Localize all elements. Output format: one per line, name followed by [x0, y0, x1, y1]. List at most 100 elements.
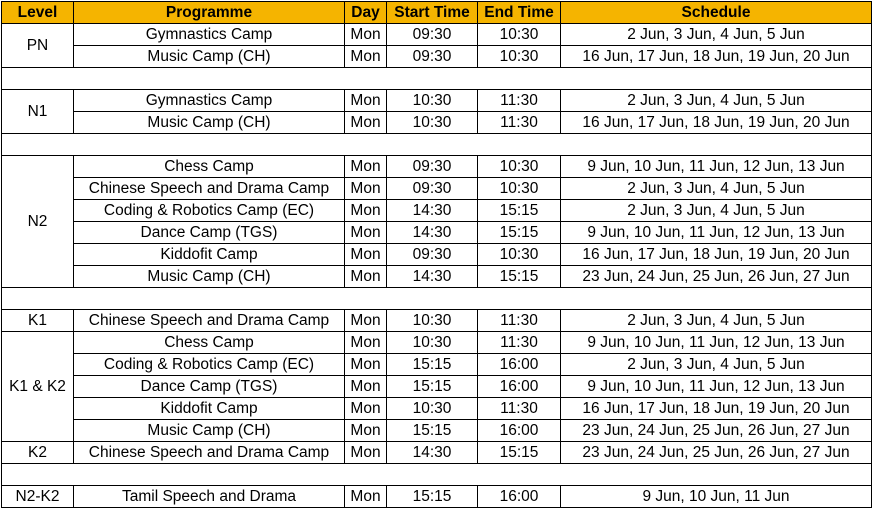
start-time-cell: 14:30: [386, 265, 478, 288]
schedule-cell: 2 Jun, 3 Jun, 4 Jun, 5 Jun: [560, 199, 872, 222]
level-cell: K1 & K2: [1, 331, 74, 442]
schedule-cell: 2 Jun, 3 Jun, 4 Jun, 5 Jun: [560, 309, 872, 332]
table-row: N2 Chess Camp Mon 09:30 10:30 9 Jun, 10 …: [1, 155, 872, 288]
spacer-cell: [1, 287, 872, 310]
day-cell: Mon: [344, 375, 387, 398]
start-time-cell: 09:30: [386, 177, 478, 200]
start-time-cell: 15:15: [386, 485, 478, 508]
end-time-cell: 10:30: [477, 177, 561, 200]
day-cell: Mon: [344, 485, 387, 508]
day-cell: Mon: [344, 309, 387, 332]
start-time-cell: 15:15: [386, 375, 478, 398]
table-row: N2-K2 Tamil Speech and Drama Mon 15:15 1…: [1, 485, 872, 508]
start-time-cell: 10:30: [386, 331, 478, 354]
schedule-cell: 9 Jun, 10 Jun, 11 Jun, 12 Jun, 13 Jun: [560, 221, 872, 244]
schedule-cell: 2 Jun, 3 Jun, 4 Jun, 5 Jun: [560, 23, 872, 46]
table-row: PN Gymnastics Camp Mon 09:30 10:30 2 Jun…: [1, 23, 872, 68]
schedule-cell: 2 Jun, 3 Jun, 4 Jun, 5 Jun: [560, 353, 872, 376]
spacer-row: [1, 463, 872, 486]
table-row: N1 Gymnastics Camp Mon 10:30 11:30 2 Jun…: [1, 89, 872, 134]
start-time-cell: 14:30: [386, 221, 478, 244]
day-cell: Mon: [344, 243, 387, 266]
day-cell: Mon: [344, 397, 387, 420]
level-cell: K2: [1, 441, 74, 464]
programme-cell: Music Camp (CH): [73, 419, 345, 442]
spacer-row: [1, 67, 872, 90]
programme-cell: Coding & Robotics Camp (EC): [73, 199, 345, 222]
end-time-cell: 11:30: [477, 397, 561, 420]
schedule-cell: 9 Jun, 10 Jun, 11 Jun, 12 Jun, 13 Jun: [560, 331, 872, 354]
header-row: Level Programme Day Start Time End Time …: [1, 1, 872, 24]
end-time-cell: 15:15: [477, 199, 561, 222]
header-day: Day: [344, 1, 387, 24]
end-time-cell: 10:30: [477, 23, 561, 46]
programme-cell: Kiddofit Camp: [73, 243, 345, 266]
table-row: Music Camp (CH) Mon 14:30 15:15 23 Jun, …: [2, 265, 872, 288]
level-cell: PN: [1, 23, 74, 68]
start-time-cell: 14:30: [386, 199, 478, 222]
programme-cell: Kiddofit Camp: [73, 397, 345, 420]
day-cell: Mon: [344, 23, 387, 46]
level-cell: N2-K2: [1, 485, 74, 508]
end-time-cell: 11:30: [477, 309, 561, 332]
end-time-cell: 15:15: [477, 221, 561, 244]
day-cell: Mon: [344, 419, 387, 442]
end-time-cell: 16:00: [477, 353, 561, 376]
programme-cell: Music Camp (CH): [73, 45, 345, 68]
programme-cell: Music Camp (CH): [73, 111, 345, 134]
spacer-cell: [1, 133, 872, 156]
programme-cell: Chinese Speech and Drama Camp: [73, 441, 345, 464]
level-cell: K1: [1, 309, 74, 332]
programme-cell: Chess Camp: [73, 155, 345, 178]
end-time-cell: 10:30: [477, 45, 561, 68]
schedule-cell: 9 Jun, 10 Jun, 11 Jun, 12 Jun, 13 Jun: [560, 375, 872, 398]
day-cell: Mon: [344, 331, 387, 354]
level-cell: N1: [1, 89, 74, 134]
table-row: Dance Camp (TGS) Mon 14:30 15:15 9 Jun, …: [2, 221, 872, 244]
table-row: Music Camp (CH) Mon 09:30 10:30 16 Jun, …: [2, 45, 872, 68]
programme-cell: Coding & Robotics Camp (EC): [73, 353, 345, 376]
start-time-cell: 09:30: [386, 23, 478, 46]
day-cell: Mon: [344, 111, 387, 134]
table-row: Coding & Robotics Camp (EC) Mon 15:15 16…: [2, 353, 872, 376]
table-row: Chinese Speech and Drama Camp Mon 09:30 …: [2, 177, 872, 200]
schedule-cell: 16 Jun, 17 Jun, 18 Jun, 19 Jun, 20 Jun: [560, 243, 872, 266]
header-schedule: Schedule: [560, 1, 872, 24]
schedule-cell: 23 Jun, 24 Jun, 25 Jun, 26 Jun, 27 Jun: [560, 419, 872, 442]
start-time-cell: 15:15: [386, 419, 478, 442]
programme-cell: Chess Camp: [73, 331, 345, 354]
start-time-cell: 10:30: [386, 397, 478, 420]
start-time-cell: 09:30: [386, 243, 478, 266]
day-cell: Mon: [344, 265, 387, 288]
start-time-cell: 14:30: [386, 441, 478, 464]
schedule-cell: 16 Jun, 17 Jun, 18 Jun, 19 Jun, 20 Jun: [560, 45, 872, 68]
programme-cell: Gymnastics Camp: [73, 23, 345, 46]
day-cell: Mon: [344, 89, 387, 112]
table-row: K2 Chinese Speech and Drama Camp Mon 14:…: [1, 441, 872, 464]
spacer-row: [1, 287, 872, 310]
end-time-cell: 11:30: [477, 111, 561, 134]
level-cell: N2: [1, 155, 74, 288]
programme-cell: Dance Camp (TGS): [73, 375, 345, 398]
programme-cell: Chinese Speech and Drama Camp: [73, 177, 345, 200]
spacer-cell: [1, 67, 872, 90]
start-time-cell: 15:15: [386, 353, 478, 376]
end-time-cell: 15:15: [477, 265, 561, 288]
end-time-cell: 11:30: [477, 331, 561, 354]
end-time-cell: 15:15: [477, 441, 561, 464]
spacer-row: [1, 133, 872, 156]
table-row: Kiddofit Camp Mon 10:30 11:30 16 Jun, 17…: [2, 397, 872, 420]
start-time-cell: 10:30: [386, 309, 478, 332]
day-cell: Mon: [344, 441, 387, 464]
programme-cell: Chinese Speech and Drama Camp: [73, 309, 345, 332]
end-time-cell: 16:00: [477, 375, 561, 398]
end-time-cell: 16:00: [477, 419, 561, 442]
day-cell: Mon: [344, 199, 387, 222]
schedule-cell: 2 Jun, 3 Jun, 4 Jun, 5 Jun: [560, 89, 872, 112]
table-row: Music Camp (CH) Mon 15:15 16:00 23 Jun, …: [2, 419, 872, 442]
table-row: K1 Chinese Speech and Drama Camp Mon 10:…: [1, 309, 872, 332]
start-time-cell: 09:30: [386, 155, 478, 178]
end-time-cell: 10:30: [477, 155, 561, 178]
spacer-cell: [1, 463, 872, 486]
